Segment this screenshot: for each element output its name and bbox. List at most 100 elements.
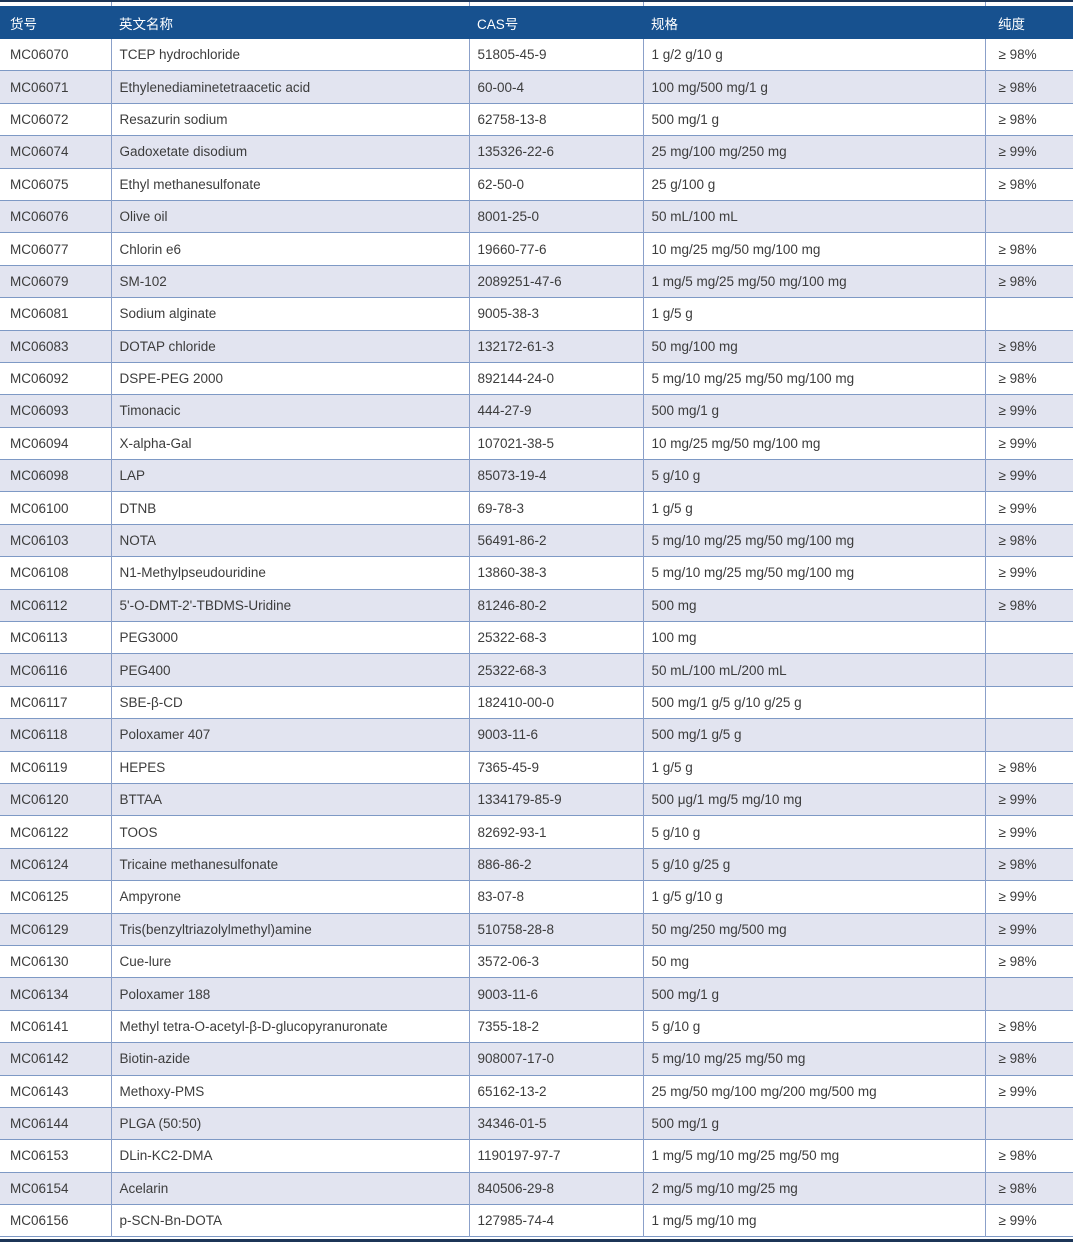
table-row: MC06120 BTTAA 1334179-85-9 500 μg/1 mg/5 mg… [0, 783, 1073, 816]
cell-cas: 510758-28-8 [468, 913, 643, 946]
cell-purity: ≥ 98% [984, 232, 1073, 266]
cell-spec: 100 mg [642, 621, 985, 654]
cell-item-no: MC06092 [0, 362, 111, 395]
cell-item-no: MC06083 [0, 330, 111, 363]
table-row: MC06154 Acelarin 840506-29-8 2 mg/5 mg/10 m… [0, 1172, 1073, 1205]
cell-name-en: Chlorin e6 [110, 232, 469, 266]
header-row: 货号 英文名称 CAS号 规格 纯度 [0, 6, 1073, 39]
table-row: MC06156 p-SCN-Bn-DOTA 127985-74-4 1 mg/5 mg… [0, 1204, 1073, 1237]
cell-cas: 107021-38-5 [468, 427, 643, 460]
cell-purity [984, 621, 1073, 654]
cell-item-no: MC06153 [0, 1139, 111, 1173]
cell-spec: 500 mg/1 g [642, 103, 985, 136]
cell-spec: 500 mg/1 g/5 g/10 g/25 g [642, 686, 985, 719]
cell-item-no: MC06156 [0, 1204, 111, 1237]
cell-purity: ≥ 98% [984, 1042, 1073, 1075]
cell-spec: 5 g/10 g/25 g [642, 848, 985, 881]
col-header-item-no: 货号 [0, 6, 111, 39]
cell-cas: 62758-13-8 [468, 103, 643, 136]
cell-cas: 7365-45-9 [468, 751, 643, 784]
cell-cas: 34346-01-5 [468, 1107, 643, 1140]
cell-spec: 5 g/10 g [642, 459, 985, 492]
cell-cas: 9005-38-3 [468, 297, 643, 331]
cell-cas: 127985-74-4 [468, 1204, 643, 1237]
cell-spec: 50 mg/250 mg/500 mg [642, 913, 985, 946]
top-page-rule [0, 0, 1073, 6]
cell-purity: ≥ 99% [984, 394, 1073, 428]
cell-item-no: MC06075 [0, 168, 111, 201]
cell-item-no: MC06113 [0, 621, 111, 654]
table-row: MC06143 Methoxy-PMS 65162-13-2 25 mg/50 mg/… [0, 1075, 1073, 1108]
cell-item-no: MC06079 [0, 265, 111, 298]
cell-cas: 83-07-8 [468, 880, 643, 914]
cell-spec: 50 mg [642, 945, 985, 978]
table-row: MC06094 X-alpha-Gal 107021-38-5 10 mg/25 mg… [0, 427, 1073, 460]
cell-cas: 9003-11-6 [468, 718, 643, 752]
cell-item-no: MC06081 [0, 297, 111, 331]
cell-name-en: Ethylenediaminetetraacetic acid [110, 70, 469, 104]
cell-name-en: p-SCN-Bn-DOTA [110, 1204, 469, 1237]
cell-item-no: MC06120 [0, 783, 111, 816]
cell-cas: 1334179-85-9 [468, 783, 643, 816]
cell-cas: 13860-38-3 [468, 556, 643, 590]
cell-spec: 1 mg/5 mg/10 mg/25 mg/50 mg [642, 1139, 985, 1173]
cell-cas: 82692-93-1 [468, 815, 643, 849]
cell-name-en: Biotin-azide [110, 1042, 469, 1075]
cell-item-no: MC06134 [0, 977, 111, 1011]
cell-spec: 1 mg/5 mg/10 mg [642, 1204, 985, 1237]
col-header-cas-number: CAS号 [469, 6, 643, 39]
cell-spec: 5 mg/10 mg/25 mg/50 mg/100 mg [642, 362, 985, 395]
cell-spec: 5 mg/10 mg/25 mg/50 mg/100 mg [642, 556, 985, 590]
cell-purity: ≥ 99% [984, 1204, 1073, 1237]
cell-cas: 182410-00-0 [468, 686, 643, 719]
cell-name-en: X-alpha-Gal [110, 427, 469, 460]
cell-name-en: PLGA (50:50) [110, 1107, 469, 1140]
cell-purity: ≥ 98% [984, 330, 1073, 363]
cell-purity: ≥ 98% [984, 751, 1073, 784]
cell-cas: 69-78-3 [468, 491, 643, 525]
cell-item-no: MC06117 [0, 686, 111, 719]
col-header-purity: 纯度 [985, 6, 1073, 39]
cell-item-no: MC06074 [0, 135, 111, 169]
cell-cas: 25322-68-3 [468, 653, 643, 687]
cell-spec: 500 mg/1 g [642, 1107, 985, 1140]
cell-purity [984, 686, 1073, 719]
cell-item-no: MC06100 [0, 491, 111, 525]
column-tick [985, 2, 986, 6]
table-row: MC06117 SBE-β-CD 182410-00-0 500 mg/1 g/5 g… [0, 686, 1073, 719]
cell-spec: 1 g/5 g [642, 491, 985, 525]
cell-item-no: MC06125 [0, 880, 111, 914]
cell-purity: ≥ 99% [984, 427, 1073, 460]
table-row: MC06124 Tricaine methanesulfonate 886-86-2… [0, 848, 1073, 881]
cell-purity [984, 653, 1073, 687]
cell-cas: 444-27-9 [468, 394, 643, 428]
table-row: MC06116 PEG400 25322-68-3 50 mL/100 mL/200 … [0, 653, 1073, 687]
cell-cas: 19660-77-6 [468, 232, 643, 266]
cell-cas: 886-86-2 [468, 848, 643, 881]
table-row: MC06070 TCEP hydrochloride 51805-45-9 1 g/2… [0, 39, 1073, 71]
cell-name-en: Ampyrone [110, 880, 469, 914]
cell-name-en: Acelarin [110, 1172, 469, 1205]
cell-cas: 135326-22-6 [468, 135, 643, 169]
cell-spec: 5 mg/10 mg/25 mg/50 mg [642, 1042, 985, 1075]
cell-spec: 1 g/5 g/10 g [642, 880, 985, 914]
cell-spec: 5 mg/10 mg/25 mg/50 mg/100 mg [642, 524, 985, 557]
cell-item-no: MC06094 [0, 427, 111, 460]
cell-name-en: Cue-lure [110, 945, 469, 978]
table-row: MC06129 Tris(benzyltriazolylmethyl)amine 5… [0, 913, 1073, 946]
cell-name-en: NOTA [110, 524, 469, 557]
cell-purity: ≥ 99% [984, 556, 1073, 590]
cell-cas: 81246-80-2 [468, 589, 643, 622]
table-row: MC06119 HEPES 7365-45-9 1 g/5 g ≥ 98% [0, 751, 1073, 784]
cell-cas: 8001-25-0 [468, 200, 643, 233]
table-row: MC06093 Timonacic 444-27-9 500 mg/1 g ≥ 99% [0, 394, 1073, 428]
cell-purity: ≥ 99% [984, 1075, 1073, 1108]
cell-purity: ≥ 99% [984, 880, 1073, 914]
cell-spec: 5 g/10 g [642, 1010, 985, 1043]
table-row: MC06100 DTNB 69-78-3 1 g/5 g ≥ 99% [0, 491, 1073, 525]
cell-spec: 500 mg/1 g [642, 394, 985, 428]
table-row: MC06098 LAP 85073-19-4 5 g/10 g ≥ 99% [0, 459, 1073, 492]
cell-spec: 50 mg/100 mg [642, 330, 985, 363]
table-row: MC06125 Ampyrone 83-07-8 1 g/5 g/10 g ≥ 99% [0, 880, 1073, 914]
cell-name-en: DSPE-PEG 2000 [110, 362, 469, 395]
